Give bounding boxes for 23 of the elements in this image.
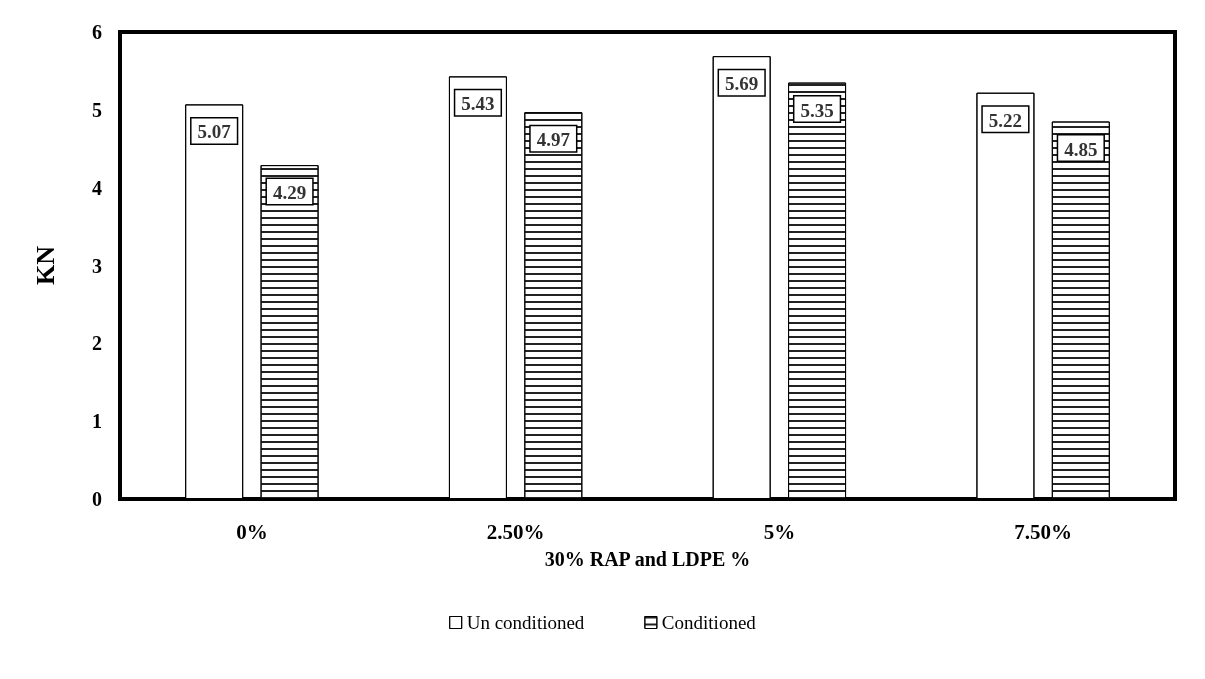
y-tick-label: 1 [92,410,102,433]
x-tick-label: 5% [763,519,796,544]
y-tick-label: 6 [92,21,102,43]
y-tick-label: 4 [92,176,102,199]
data-label: 5.35 [800,99,834,121]
x-tick-label: 7.50% [1014,519,1072,544]
data-label: 5.43 [461,93,495,115]
data-label: 4.29 [272,182,307,204]
data-label: 5.69 [725,73,759,95]
y-tick-label: 5 [92,98,102,121]
y-tick-label: 0 [92,488,102,510]
data-label: 4.97 [536,129,571,151]
y-tick-label: 3 [92,254,102,277]
y-tick-label: 2 [92,332,102,355]
legend-label: Un conditioned [466,612,585,633]
data-label: 4.85 [1064,138,1098,160]
x-axis-title: 30% RAP and LDPE % [544,548,751,570]
data-label: 5.07 [197,121,232,143]
x-tick-label: 0% [236,519,268,544]
data-label: 5.22 [988,109,1023,131]
legend-label: Conditioned [661,612,757,633]
y-axis-title: KN [30,245,60,285]
x-tick-label: 2.50% [486,519,545,544]
